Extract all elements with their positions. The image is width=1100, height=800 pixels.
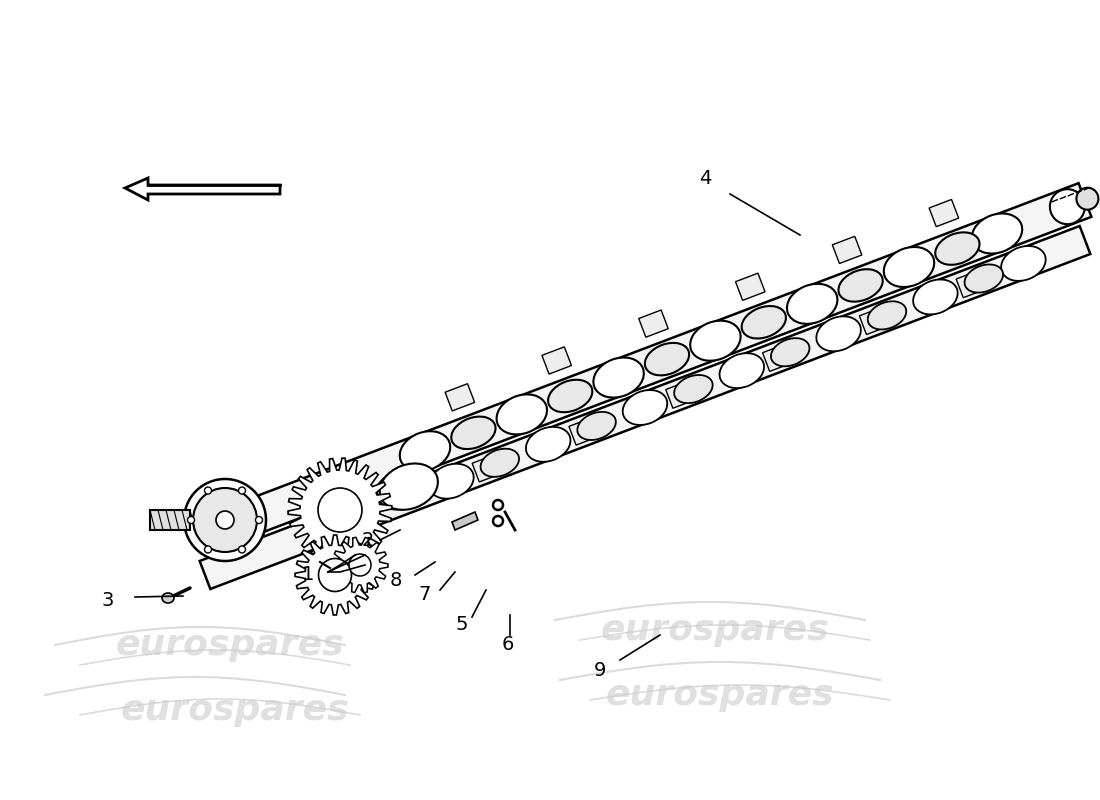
Ellipse shape bbox=[377, 467, 431, 510]
Ellipse shape bbox=[375, 471, 425, 509]
Ellipse shape bbox=[205, 487, 211, 494]
Polygon shape bbox=[199, 183, 1091, 552]
Ellipse shape bbox=[526, 427, 571, 462]
Ellipse shape bbox=[187, 517, 195, 523]
Ellipse shape bbox=[935, 232, 979, 265]
Text: eurospares: eurospares bbox=[606, 678, 834, 712]
Ellipse shape bbox=[451, 417, 495, 449]
Polygon shape bbox=[446, 384, 475, 411]
Polygon shape bbox=[569, 418, 598, 445]
Ellipse shape bbox=[883, 247, 934, 287]
Ellipse shape bbox=[1077, 188, 1099, 210]
Ellipse shape bbox=[192, 488, 257, 552]
Ellipse shape bbox=[429, 464, 474, 498]
Ellipse shape bbox=[593, 358, 644, 398]
Ellipse shape bbox=[493, 516, 503, 526]
Text: eurospares: eurospares bbox=[601, 613, 829, 647]
Text: 4: 4 bbox=[698, 169, 712, 187]
Text: eurospares: eurospares bbox=[121, 693, 350, 727]
Polygon shape bbox=[833, 236, 862, 263]
Ellipse shape bbox=[239, 487, 245, 494]
Ellipse shape bbox=[816, 316, 861, 351]
Polygon shape bbox=[762, 344, 792, 371]
Ellipse shape bbox=[162, 593, 174, 603]
Ellipse shape bbox=[868, 302, 906, 330]
Polygon shape bbox=[150, 510, 190, 530]
Ellipse shape bbox=[913, 279, 958, 314]
Text: 3: 3 bbox=[102, 590, 114, 610]
Ellipse shape bbox=[255, 517, 263, 523]
Ellipse shape bbox=[216, 511, 234, 529]
Ellipse shape bbox=[623, 390, 668, 425]
Ellipse shape bbox=[493, 500, 503, 510]
Text: 1: 1 bbox=[301, 566, 315, 585]
Text: 2: 2 bbox=[362, 530, 374, 550]
Text: 9: 9 bbox=[594, 661, 606, 679]
Ellipse shape bbox=[399, 431, 450, 471]
Ellipse shape bbox=[838, 269, 882, 302]
Polygon shape bbox=[930, 199, 959, 226]
Ellipse shape bbox=[548, 380, 592, 412]
Polygon shape bbox=[736, 273, 766, 300]
Polygon shape bbox=[295, 535, 375, 615]
Ellipse shape bbox=[674, 375, 713, 403]
Polygon shape bbox=[666, 381, 695, 408]
Ellipse shape bbox=[741, 306, 785, 338]
Ellipse shape bbox=[379, 463, 438, 510]
Ellipse shape bbox=[690, 321, 740, 361]
Text: 5: 5 bbox=[455, 615, 469, 634]
Ellipse shape bbox=[971, 214, 1022, 254]
Polygon shape bbox=[288, 458, 392, 562]
Ellipse shape bbox=[965, 265, 1003, 293]
Ellipse shape bbox=[496, 394, 547, 434]
Polygon shape bbox=[859, 307, 889, 334]
Polygon shape bbox=[956, 270, 986, 298]
Circle shape bbox=[318, 488, 362, 532]
Ellipse shape bbox=[786, 284, 837, 324]
Ellipse shape bbox=[578, 412, 616, 440]
Ellipse shape bbox=[719, 353, 764, 388]
Polygon shape bbox=[639, 310, 669, 338]
Circle shape bbox=[319, 558, 352, 591]
Text: eurospares: eurospares bbox=[116, 628, 344, 662]
Polygon shape bbox=[200, 226, 1090, 589]
Polygon shape bbox=[452, 512, 478, 530]
Polygon shape bbox=[472, 454, 502, 482]
Text: 7: 7 bbox=[419, 586, 431, 605]
Ellipse shape bbox=[1049, 190, 1085, 224]
Ellipse shape bbox=[771, 338, 810, 366]
Text: 8: 8 bbox=[389, 570, 403, 590]
Polygon shape bbox=[542, 347, 572, 374]
Polygon shape bbox=[332, 538, 388, 593]
Polygon shape bbox=[125, 178, 280, 200]
Ellipse shape bbox=[205, 546, 211, 553]
Ellipse shape bbox=[1001, 246, 1046, 281]
Ellipse shape bbox=[481, 449, 519, 477]
Ellipse shape bbox=[645, 343, 689, 375]
Ellipse shape bbox=[239, 546, 245, 553]
Text: 6: 6 bbox=[502, 635, 514, 654]
Ellipse shape bbox=[184, 479, 266, 561]
Circle shape bbox=[349, 554, 371, 576]
